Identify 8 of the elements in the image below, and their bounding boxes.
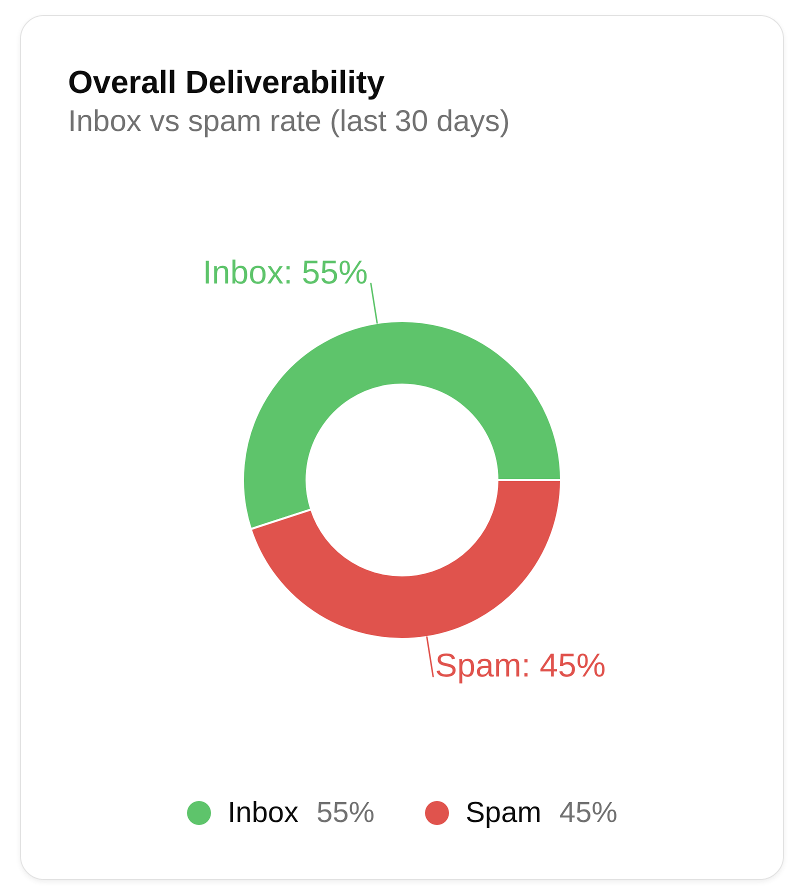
data-label: 45% [559, 796, 618, 828]
legend-label: Inbox [228, 796, 299, 828]
text: Spam: 45% [435, 646, 606, 684]
data-label: 55% [316, 796, 375, 828]
chart-subtitle: Inbox vs spam rate (last 30 days) [68, 105, 510, 138]
chart-title: Overall Deliverability [68, 64, 385, 100]
legend-label: Spam [466, 796, 542, 828]
text: Inbox: 55% [202, 253, 368, 290]
